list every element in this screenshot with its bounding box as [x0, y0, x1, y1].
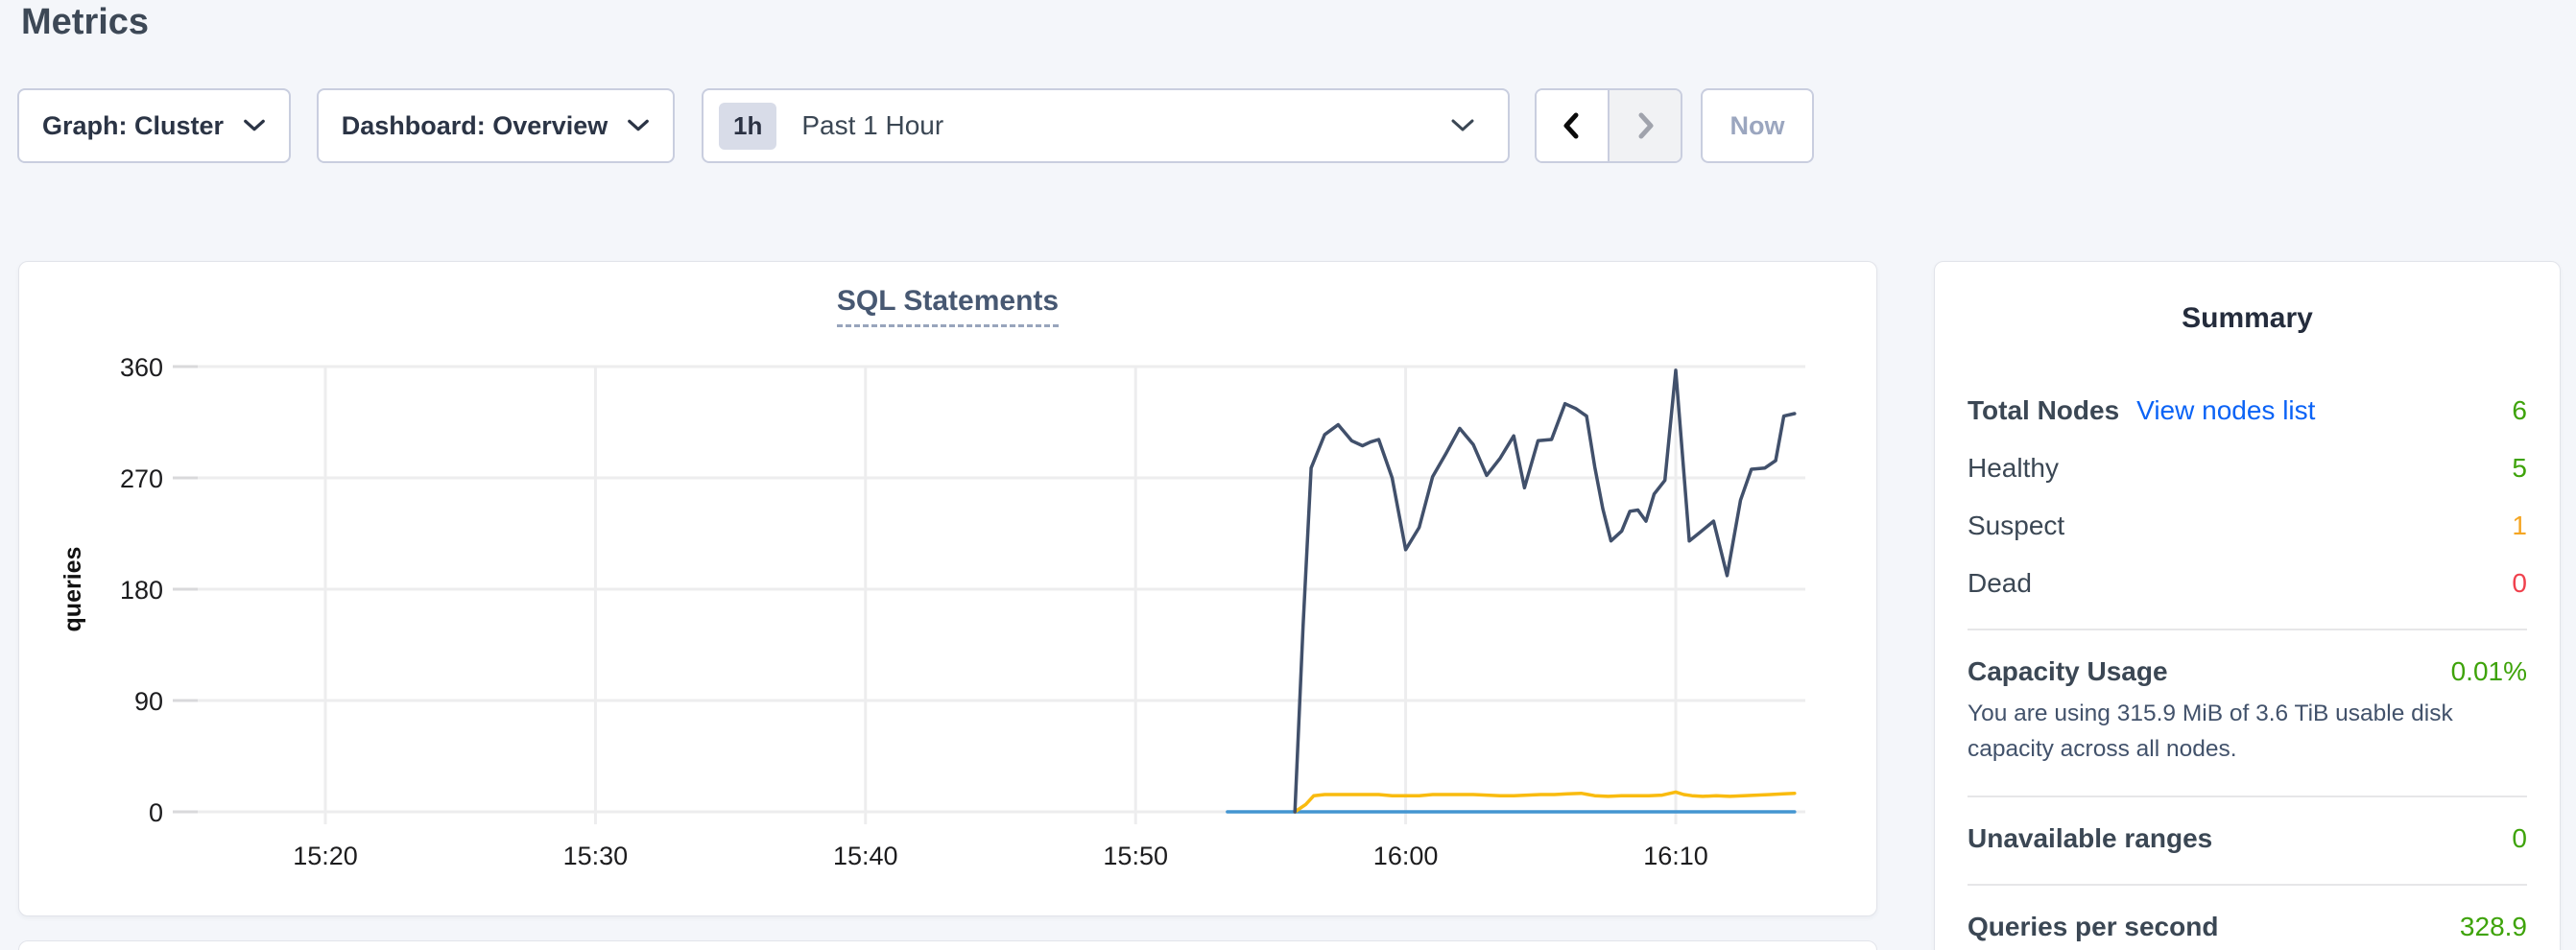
- svg-text:15:50: 15:50: [1103, 842, 1168, 870]
- capacity-usage-row: Capacity Usage 0.01%: [1968, 655, 2527, 688]
- unavailable-ranges-row: Unavailable ranges 0: [1968, 822, 2527, 855]
- now-button[interactable]: Now: [1701, 88, 1814, 163]
- chevron-left-icon: [1563, 112, 1579, 139]
- sql-statements-chart-card: SQL Statements 0 90 180 270 360 15:20 15:30 15:…: [18, 261, 1877, 916]
- unavailable-ranges-label: Unavailable ranges: [1968, 823, 2213, 853]
- view-nodes-list-link[interactable]: View nodes list: [2136, 395, 2316, 425]
- divider: [1968, 629, 2527, 630]
- page-title: Metrics: [21, 2, 150, 42]
- next-time-button[interactable]: [1610, 90, 1681, 161]
- previous-time-button[interactable]: [1537, 90, 1610, 161]
- chevron-down-icon: [243, 118, 266, 133]
- summary-panel: Summary Total Nodes View nodes list 6 He…: [1934, 261, 2561, 950]
- suspect-nodes-row: Suspect 1: [1968, 510, 2527, 542]
- divider: [1968, 796, 2527, 797]
- svg-text:15:30: 15:30: [563, 842, 629, 870]
- svg-text:270: 270: [120, 464, 163, 493]
- dead-value: 0: [2512, 568, 2527, 598]
- chart-title[interactable]: SQL Statements: [836, 285, 1060, 327]
- dead-label: Dead: [1968, 568, 2032, 598]
- queries-per-second-label: Queries per second: [1968, 912, 2219, 941]
- summary-title: Summary: [2182, 302, 2313, 334]
- total-nodes-row: Total Nodes View nodes list 6: [1968, 394, 2527, 427]
- dashboard-dropdown-label: Dashboard: Overview: [341, 110, 608, 140]
- svg-text:15:20: 15:20: [293, 842, 358, 870]
- divider: [1968, 884, 2527, 886]
- capacity-usage-value: 0.01%: [2450, 656, 2527, 686]
- graph-dropdown[interactable]: Graph: Cluster: [17, 88, 291, 163]
- suspect-label: Suspect: [1968, 511, 2065, 540]
- svg-text:16:00: 16:00: [1373, 842, 1439, 870]
- graph-dropdown-label: Graph: Cluster: [41, 110, 225, 140]
- svg-text:0: 0: [149, 798, 163, 827]
- time-range-selector[interactable]: 1h Past 1 Hour: [702, 88, 1510, 163]
- time-step-arrows: [1535, 88, 1682, 163]
- svg-text:180: 180: [120, 576, 163, 605]
- capacity-usage-label: Capacity Usage: [1968, 656, 2168, 686]
- dashboard-dropdown[interactable]: Dashboard: Overview: [317, 88, 675, 163]
- dead-nodes-row: Dead 0: [1968, 567, 2527, 600]
- total-nodes-value: 6: [2512, 395, 2527, 425]
- svg-text:16:10: 16:10: [1643, 842, 1708, 870]
- controls-row: Graph: Cluster Dashboard: Overview 1h Pa…: [17, 88, 1814, 163]
- unavailable-ranges-value: 0: [2512, 823, 2527, 853]
- queries-per-second-value: 328.9: [2459, 912, 2527, 941]
- chevron-down-icon: [627, 118, 650, 133]
- healthy-label: Healthy: [1968, 453, 2059, 483]
- healthy-value: 5: [2512, 453, 2527, 483]
- svg-text:360: 360: [120, 353, 163, 382]
- suspect-value: 1: [2512, 511, 2527, 540]
- time-range-badge: 1h: [719, 102, 777, 150]
- queries-per-second-row: Queries per second 328.9: [1968, 911, 2527, 943]
- svg-text:queries: queries: [60, 547, 86, 632]
- content-area: SQL Statements 0 90 180 270 360 15:20 15:30 15:…: [18, 261, 2561, 950]
- total-nodes-label: Total Nodes: [1968, 395, 2120, 425]
- svg-text:15:40: 15:40: [833, 842, 898, 870]
- chevron-right-icon: [1638, 112, 1654, 139]
- next-chart-card-partial: [18, 940, 1877, 950]
- chart-plot[interactable]: 0 90 180 270 360 15:20 15:30 15:40 15:50 16:00 16:…: [19, 262, 1878, 895]
- time-range-label: Past 1 Hour: [801, 110, 944, 140]
- healthy-nodes-row: Healthy 5: [1968, 452, 2527, 485]
- chevron-down-icon: [1450, 118, 1475, 133]
- svg-text:90: 90: [134, 687, 163, 716]
- chart-title-wrap: SQL Statements: [19, 285, 1876, 327]
- capacity-usage-description: You are using 315.9 MiB of 3.6 TiB usabl…: [1968, 701, 2453, 762]
